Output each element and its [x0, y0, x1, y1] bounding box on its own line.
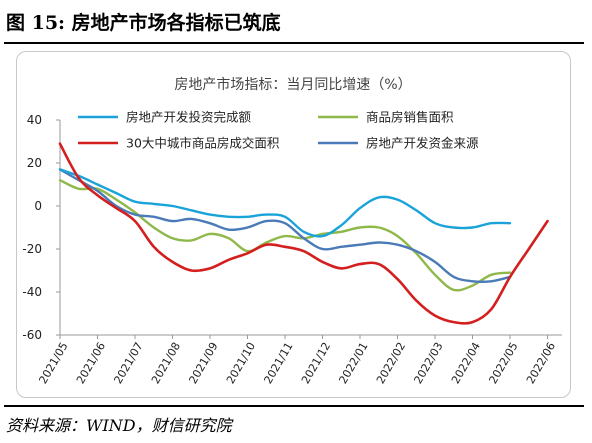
- x-tick-label: 2021/12: [299, 340, 333, 386]
- y-tick-label: -60: [22, 328, 42, 342]
- y-tick-label: 40: [27, 113, 42, 127]
- x-tick-label: 2021/10: [224, 340, 258, 386]
- source-note: 资料来源：WIND，财信研究院: [6, 416, 232, 435]
- title-rule: [4, 42, 584, 44]
- series-line: [58, 142, 549, 325]
- x-tick-label: 2022/05: [486, 340, 520, 386]
- y-tick-label: -20: [22, 242, 42, 256]
- x-tick-label: 2022/02: [374, 340, 408, 386]
- x-tick-label: 2022/06: [524, 340, 558, 386]
- y-tick-label: 20: [27, 156, 42, 170]
- x-tick-label: 2022/01: [336, 340, 370, 386]
- x-tick-label: 2021/11: [261, 340, 295, 386]
- x-tick-label: 2021/09: [186, 340, 220, 386]
- series-line: [58, 168, 512, 238]
- x-tick-label: 2022/03: [411, 340, 445, 386]
- y-tick-label: -40: [22, 285, 42, 299]
- x-tick-label: 2021/06: [74, 340, 108, 386]
- legend-label: 房地产开发资金来源: [366, 136, 479, 151]
- x-tick-label: 2022/04: [449, 340, 483, 386]
- x-tick-label: 2021/05: [36, 340, 70, 386]
- chart-title: 房地产市场指标：当月同比增速（%）: [174, 76, 411, 93]
- x-tick-label: 2021/08: [149, 340, 183, 386]
- figure-title: 图 15: 房地产市场各指标已筑底: [6, 12, 281, 34]
- source-rule: [4, 405, 584, 407]
- series-line: [58, 179, 512, 292]
- legend-label: 房地产开发投资完成额: [126, 110, 252, 125]
- legend-label: 30大中城市商品房成交面积: [126, 136, 279, 151]
- x-tick-label: 2021/07: [111, 340, 145, 386]
- legend-label: 商品房销售面积: [366, 110, 454, 125]
- y-tick-label: 0: [34, 199, 42, 213]
- series-line: [58, 168, 512, 284]
